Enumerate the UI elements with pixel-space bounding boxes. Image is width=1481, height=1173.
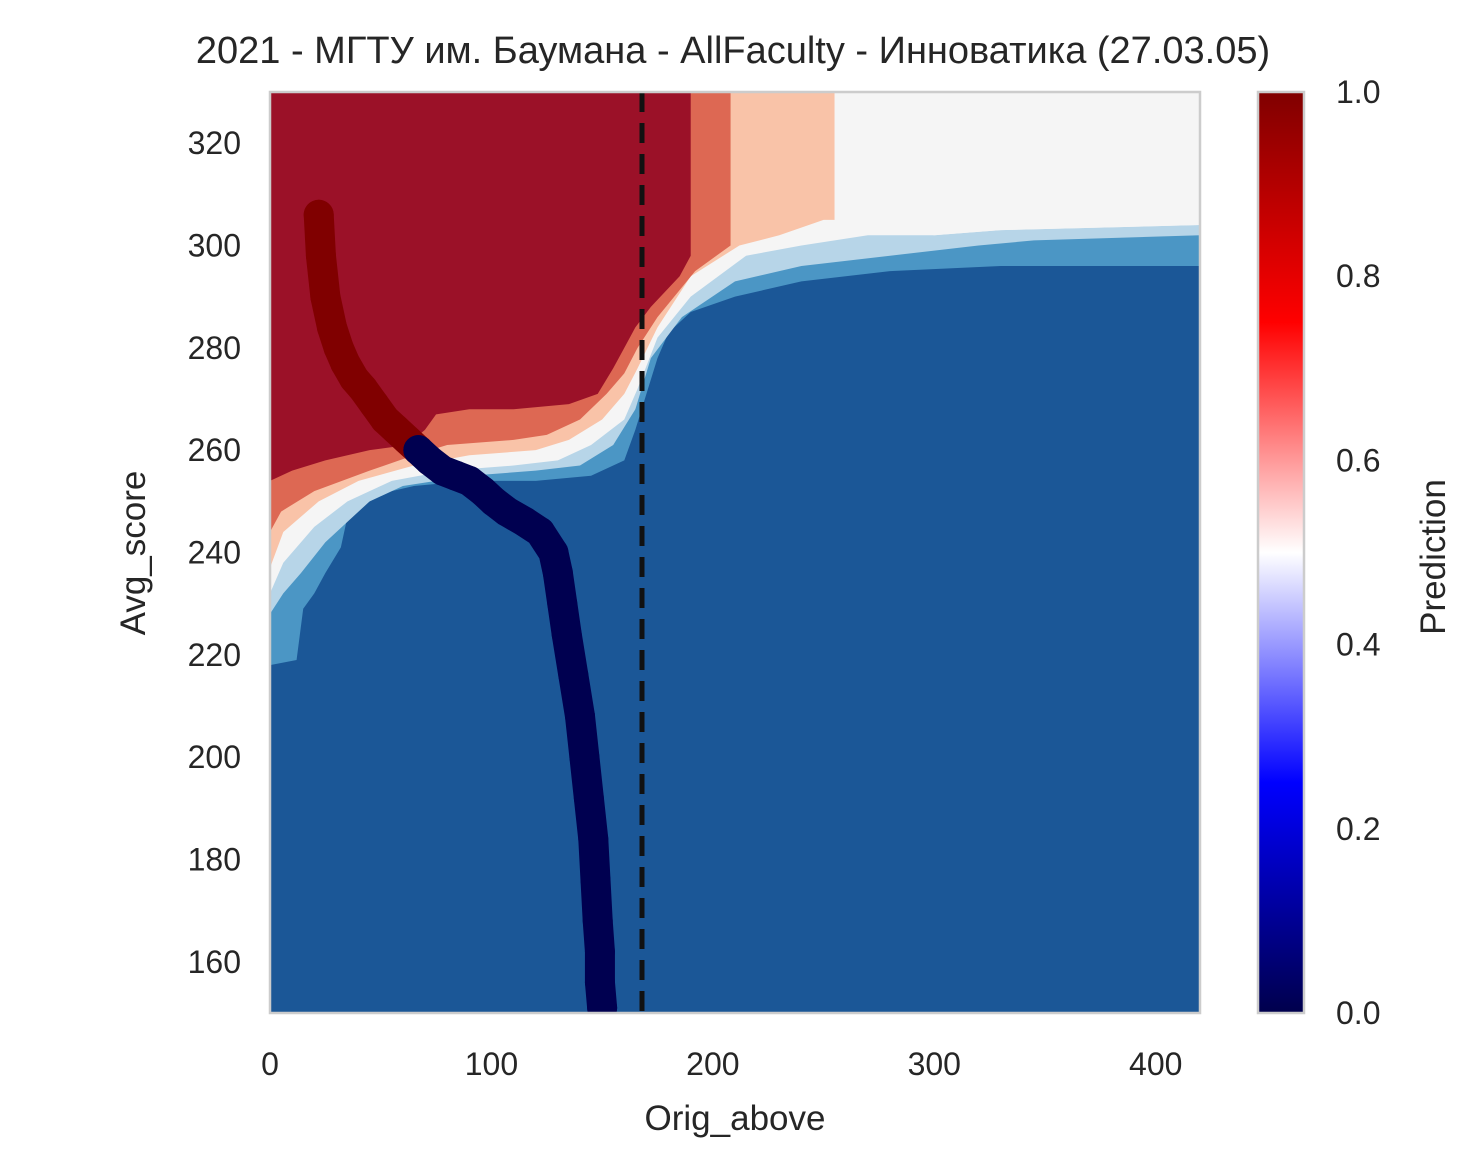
series-1-point: [582, 905, 613, 936]
x-tick-label: 0: [261, 1046, 279, 1082]
y-tick-label: 280: [188, 330, 241, 366]
series-0-point: [305, 240, 336, 271]
colorbar-title: Prediction: [1414, 479, 1453, 635]
series-1-point: [578, 824, 609, 855]
x-axis-ticks: 0 100 200 300 400: [261, 1046, 1182, 1082]
x-tick-label: 400: [1129, 1046, 1182, 1082]
y-axis-title: Avg_score: [114, 471, 153, 636]
y-tick-label: 240: [188, 535, 241, 571]
colorbar-ticks: 0.0 0.2 0.4 0.6 0.8 1.0: [1336, 74, 1380, 1031]
plot-frame: [268, 90, 1202, 1015]
series-1-point: [569, 742, 600, 773]
series-1-point: [547, 588, 578, 619]
y-tick-label: 260: [188, 432, 241, 468]
y-tick-label: 180: [188, 842, 241, 878]
contour-regions: [270, 92, 1200, 1013]
series-1-point: [542, 557, 573, 588]
contour-band-top-right: [834, 92, 1200, 236]
colorbar-tick-label: 1.0: [1336, 74, 1380, 110]
series-layer: [303, 199, 618, 1013]
chart-title: 2021 - МГТУ им. Баумана - AllFaculty - И…: [196, 30, 1270, 72]
series-1-point: [584, 967, 615, 998]
x-tick-label: 300: [908, 1046, 961, 1082]
series-0-point: [310, 281, 341, 312]
colorbar: 0.0 0.2 0.4 0.6 0.8 1.0 Prediction: [1256, 74, 1453, 1031]
series-1-point: [573, 783, 604, 814]
y-axis-ticks: 160 180 200 220 240 260 280 300 320: [188, 125, 241, 980]
x-tick-label: 100: [465, 1046, 518, 1082]
colorbar-tick-label: 0.2: [1336, 811, 1380, 847]
series-1-point: [558, 660, 589, 691]
x-axis-title: Orig_above: [645, 1099, 826, 1138]
y-tick-label: 220: [188, 637, 241, 673]
series-1-point: [551, 619, 582, 650]
y-tick-label: 200: [188, 739, 241, 775]
series-1-point: [584, 936, 615, 967]
colorbar-tick-label: 0.8: [1336, 258, 1380, 294]
colorbar-tick-label: 0.0: [1336, 995, 1380, 1031]
series-1-point: [580, 864, 611, 895]
x-tick-label: 200: [686, 1046, 739, 1082]
y-tick-label: 320: [188, 125, 241, 161]
plot-area: [270, 92, 1200, 1013]
colorbar-tick-label: 0.4: [1336, 627, 1380, 663]
colorbar-tick-label: 0.6: [1336, 442, 1380, 478]
colorbar-gradient: [1256, 90, 1306, 1015]
series-1-point: [587, 992, 618, 1013]
y-tick-label: 300: [188, 228, 241, 264]
y-tick-label: 160: [188, 944, 241, 980]
series-0-point: [303, 199, 334, 230]
series-1-point: [565, 701, 595, 732]
contour-band-0.9-1.0: [270, 92, 1200, 481]
